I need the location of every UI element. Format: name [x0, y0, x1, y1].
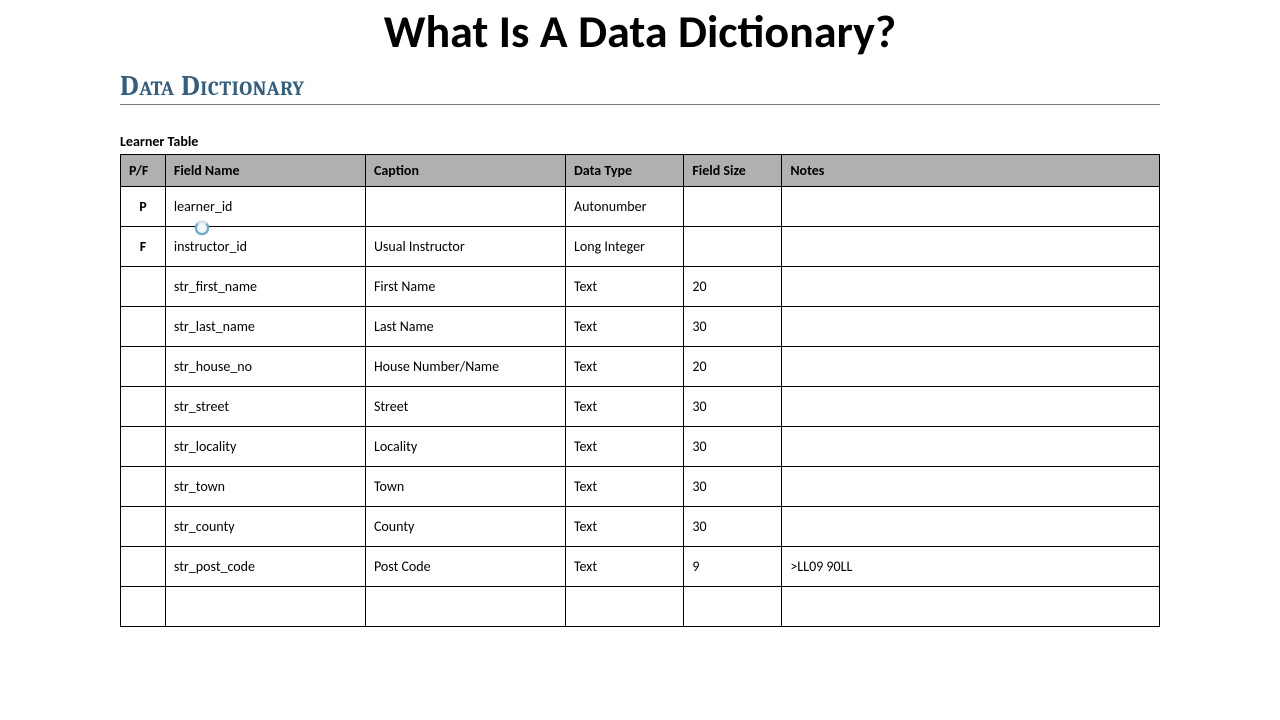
table-row: str_localityLocalityText30 [121, 427, 1160, 467]
cell-caption: County [365, 507, 565, 547]
table-row: str_house_noHouse Number/NameText20 [121, 347, 1160, 387]
cell-notes [782, 347, 1160, 387]
cell-size: 30 [684, 427, 782, 467]
cell-size: 20 [684, 347, 782, 387]
cell-field: learner_id [165, 187, 365, 227]
table-row: str_streetStreetText30 [121, 387, 1160, 427]
cell-notes [782, 187, 1160, 227]
table-caption: Learner Table [120, 133, 1160, 150]
cell-notes [782, 467, 1160, 507]
cell-pf: P [121, 187, 166, 227]
cell-size: 30 [684, 467, 782, 507]
cell-pf [121, 507, 166, 547]
cell-notes [782, 227, 1160, 267]
cell-field [165, 587, 365, 627]
cell-caption: Street [365, 387, 565, 427]
cell-type: Text [565, 347, 683, 387]
cell-field: str_town [165, 467, 365, 507]
cell-caption [365, 587, 565, 627]
table-row: str_post_codePost CodeText9>LL09 90LL [121, 547, 1160, 587]
cell-pf [121, 587, 166, 627]
cell-caption: Locality [365, 427, 565, 467]
table-row: str_first_nameFirst NameText20 [121, 267, 1160, 307]
cell-caption: Last Name [365, 307, 565, 347]
cell-size: 30 [684, 507, 782, 547]
cell-field: str_last_name [165, 307, 365, 347]
table-row: Plearner_id Autonumber [121, 187, 1160, 227]
cell-caption: Post Code [365, 547, 565, 587]
cell-pf [121, 427, 166, 467]
page-title: What Is A Data Dictionary? [0, 4, 1280, 60]
cell-pf [121, 467, 166, 507]
cell-type: Long Integer [565, 227, 683, 267]
col-header-2: Caption [365, 155, 565, 187]
table-row: str_countyCountyText30 [121, 507, 1160, 547]
table-body: Plearner_idAutonumberFinstructor_idUsual… [121, 187, 1160, 627]
cell-field: instructor_id [165, 227, 365, 267]
table-row: str_townTownText30 [121, 467, 1160, 507]
cell-size [684, 587, 782, 627]
cell-pf [121, 347, 166, 387]
cell-type: Text [565, 507, 683, 547]
cell-pf [121, 547, 166, 587]
cell-field: str_street [165, 387, 365, 427]
cell-notes: >LL09 90LL [782, 547, 1160, 587]
table-head: P/FField NameCaptionData TypeField SizeN… [121, 155, 1160, 187]
cell-pf: F [121, 227, 166, 267]
cell-caption: Usual Instructor [365, 227, 565, 267]
cell-pf [121, 267, 166, 307]
cell-caption: Town [365, 467, 565, 507]
cell-field: str_locality [165, 427, 365, 467]
cell-field: str_house_no [165, 347, 365, 387]
cell-type: Text [565, 547, 683, 587]
cell-size [684, 187, 782, 227]
cell-size: 20 [684, 267, 782, 307]
cell-field: str_county [165, 507, 365, 547]
table-header-row: P/FField NameCaptionData TypeField SizeN… [121, 155, 1160, 187]
cell-type: Autonumber [565, 187, 683, 227]
cell-type: Text [565, 267, 683, 307]
cell-size: 30 [684, 307, 782, 347]
cell-caption: First Name [365, 267, 565, 307]
cell-type: Text [565, 467, 683, 507]
table-row: Finstructor_idUsual InstructorLong Integ… [121, 227, 1160, 267]
section-heading: Data Dictionary [120, 70, 1160, 105]
col-header-3: Data Type [565, 155, 683, 187]
cell-caption: House Number/Name [365, 347, 565, 387]
cell-notes [782, 427, 1160, 467]
col-header-1: Field Name [165, 155, 365, 187]
cell-notes [782, 267, 1160, 307]
cell-field: str_first_name [165, 267, 365, 307]
col-header-4: Field Size [684, 155, 782, 187]
cell-notes [782, 507, 1160, 547]
table-row: str_last_nameLast NameText30 [121, 307, 1160, 347]
cell-type: Text [565, 427, 683, 467]
cell-notes [782, 307, 1160, 347]
col-header-0: P/F [121, 155, 166, 187]
cell-notes [782, 387, 1160, 427]
data-dictionary-table: P/FField NameCaptionData TypeField SizeN… [120, 154, 1160, 627]
table-row [121, 587, 1160, 627]
cell-notes [782, 587, 1160, 627]
cell-caption [365, 187, 565, 227]
cell-size: 30 [684, 387, 782, 427]
col-header-5: Notes [782, 155, 1160, 187]
document-body: Data Dictionary Learner Table P/FField N… [110, 70, 1170, 627]
cell-pf [121, 307, 166, 347]
cell-field: str_post_code [165, 547, 365, 587]
cell-pf [121, 387, 166, 427]
loading-cursor-icon [195, 221, 209, 235]
cell-size: 9 [684, 547, 782, 587]
cell-size [684, 227, 782, 267]
cell-type [565, 587, 683, 627]
cell-type: Text [565, 387, 683, 427]
cell-type: Text [565, 307, 683, 347]
